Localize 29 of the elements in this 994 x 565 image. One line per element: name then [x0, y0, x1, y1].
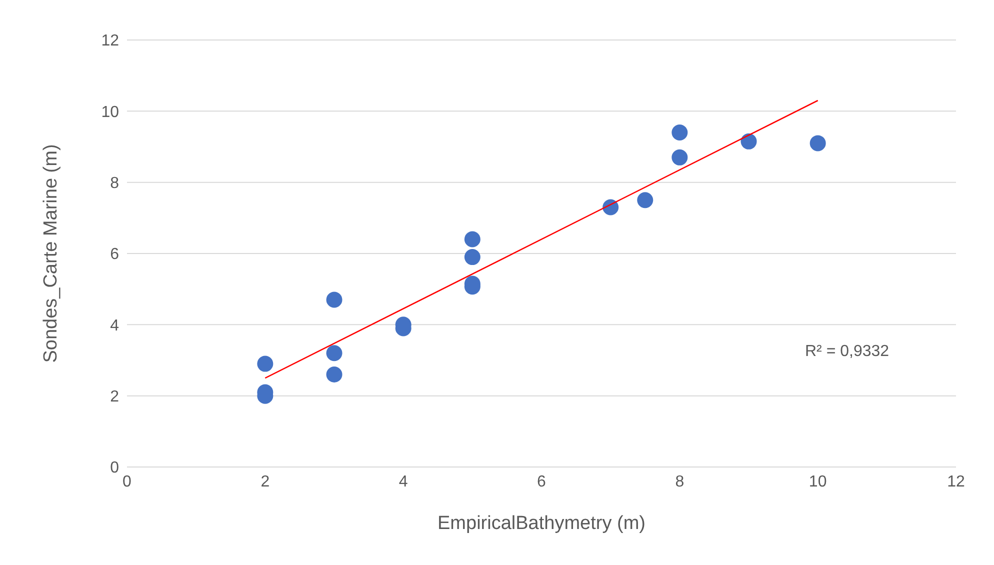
point: [672, 124, 688, 141]
point: [637, 192, 654, 208]
point: [464, 249, 480, 266]
y-tick-label: 4: [110, 317, 120, 334]
x-tick-label: 0: [122, 473, 132, 490]
y-tick-label: 0: [110, 460, 120, 477]
x-tick-label: 8: [675, 473, 684, 490]
point: [326, 366, 342, 382]
x-tick-label: 10: [808, 473, 827, 490]
y-tick-label: 8: [110, 175, 120, 192]
point: [326, 292, 342, 308]
point: [464, 231, 480, 248]
annotation: R² = 0,9332: [805, 343, 890, 361]
x-tick-label: 12: [947, 473, 965, 490]
y-tick-label: 10: [101, 104, 120, 121]
x-tick-label: 2: [260, 473, 270, 490]
point: [257, 356, 274, 372]
point: [602, 199, 619, 216]
x-axis-title: EmpiricalBathymetry (m): [438, 513, 646, 534]
point: [672, 149, 688, 166]
x-tick-label: 6: [537, 473, 546, 490]
y-tick-label: 6: [110, 246, 120, 264]
point: [326, 345, 342, 362]
y-tick-label: 2: [110, 388, 120, 406]
y-tick-label: 12: [101, 32, 120, 50]
y-axis-title: Sondes_Carte Marine (m): [40, 144, 62, 363]
x-tick-label: 4: [398, 473, 408, 490]
point: [810, 135, 826, 152]
point: [740, 133, 757, 150]
